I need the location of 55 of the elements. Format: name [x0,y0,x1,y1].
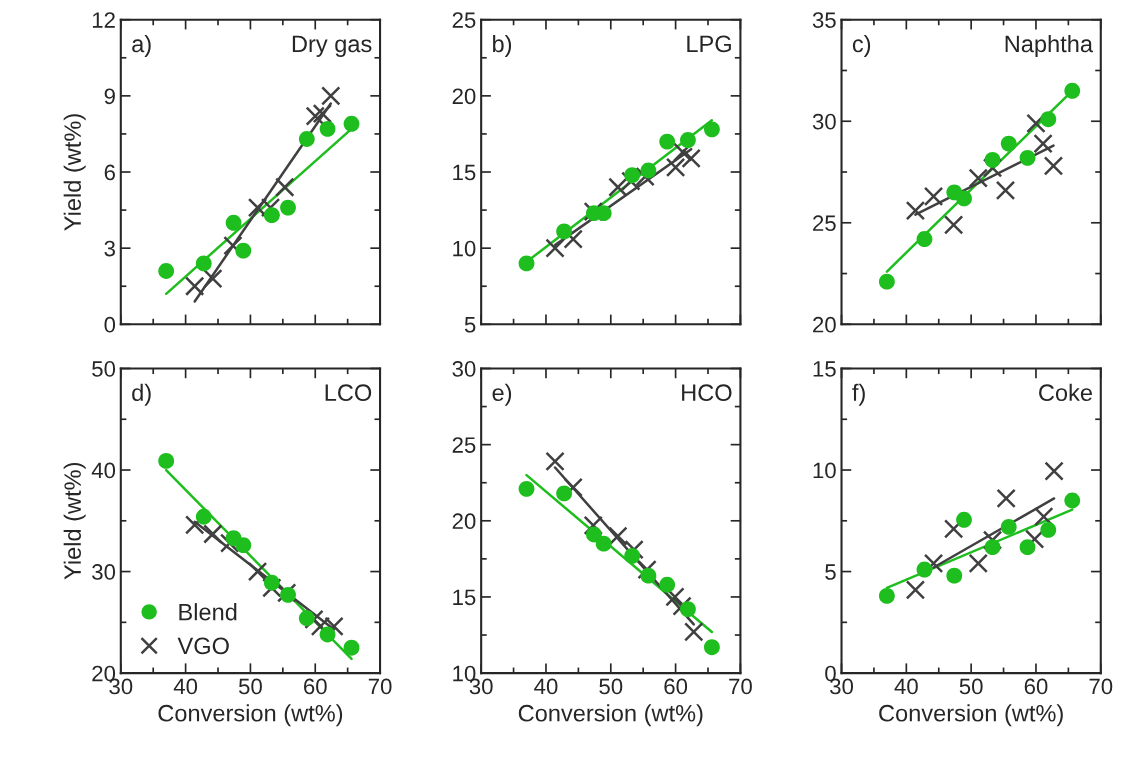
y-tick-label: 50 [92,361,116,377]
y-axis-title: Yield (wt%) [63,463,86,580]
y-tick-label: 9 [104,88,115,105]
annotation: d) [132,383,151,406]
y-tick-label: 30 [812,113,836,130]
x-tick-label: 40 [173,678,198,695]
x-tick-label: 60 [1024,678,1048,695]
x-tick-label: 60 [304,678,327,695]
x-tick-label: 50 [959,678,983,695]
y-tick-label: 15 [453,589,476,606]
y-tick-label: 20 [452,88,476,105]
y-tick-label: 0 [104,316,116,333]
y-tick-label: 15 [453,164,476,181]
x-tick-label: 50 [238,678,262,695]
y-tick-label: 35 [812,12,836,28]
y-tick-label: 25 [452,437,476,453]
text: LCO [325,384,372,402]
y-tick-label: 15 [813,361,836,377]
y-tick-label: 3 [104,240,115,257]
annotation: c) [852,34,871,57]
annotation: f) [852,383,865,406]
y-axis-title: Yield (wt%) [63,114,86,231]
text: Naphtha [1005,34,1093,57]
y-tick-label: 25 [452,12,476,28]
text: Coke [1039,383,1092,402]
x-tick-label: 70 [1089,678,1113,695]
annotation: e) [492,383,512,406]
x-axis-title: Conversion (wt%) [158,704,343,727]
x-axis-title: Conversion (wt%) [879,704,1063,727]
y-tick-label: 20 [813,316,836,333]
x-tick-label: 40 [894,678,918,695]
text: LPG [687,35,731,53]
legend-label: VGO [177,637,229,655]
x-tick-label: 50 [599,678,623,695]
y-tick-label: 10 [813,462,836,479]
annotation: a) [132,34,151,57]
y-tick-label: 10 [453,240,476,257]
y-tick-label: 40 [91,462,116,479]
x-tick-label: 70 [368,678,392,695]
y-tick-label: 30 [452,361,476,377]
y-tick-label: 5 [825,564,836,580]
y-tick-label: 5 [464,317,476,333]
legend-label: Blend [179,603,237,621]
text: HCO [682,384,732,402]
x-axis-title: Conversion (wt%) [518,704,703,727]
x-tick-label: 60 [664,678,688,695]
annotation: b) [493,34,512,57]
y-tick-label: 25 [813,215,836,232]
y-tick-label: 12 [92,12,115,28]
text: Dry gas [292,35,372,57]
y-tick-label: 30 [92,564,116,580]
x-tick-label: 40 [534,678,558,695]
y-tick-label: 20 [452,513,476,530]
y-tick-label: 6 [104,164,115,181]
x-tick-label: 70 [729,678,752,695]
